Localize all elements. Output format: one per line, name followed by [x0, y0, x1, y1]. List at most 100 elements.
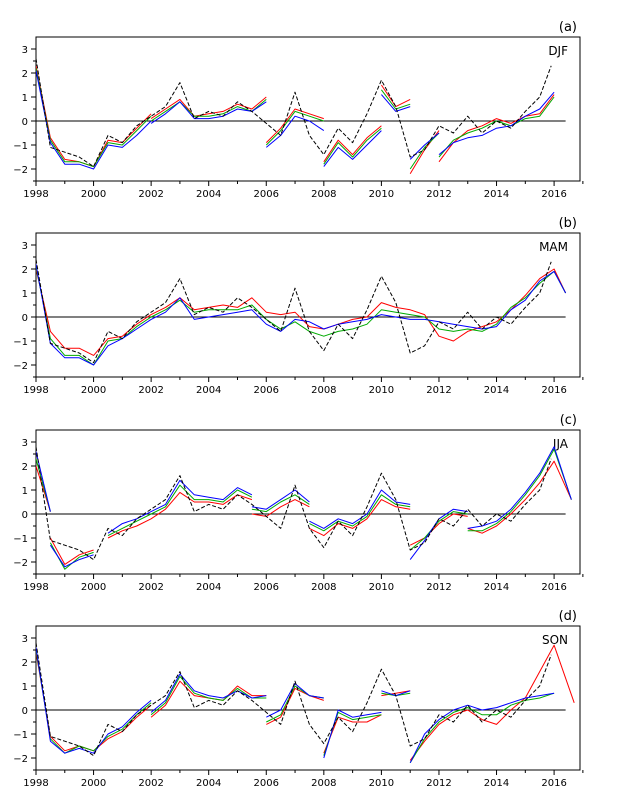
series-line-red	[438, 94, 555, 163]
y-tick-label: 0	[22, 510, 28, 521]
series-line-observed	[36, 446, 552, 561]
series-line-blue	[36, 647, 152, 754]
x-tick-label: 2016	[541, 385, 566, 396]
y-tick-label: −1	[13, 534, 28, 545]
series-line-green	[36, 649, 152, 754]
series-line-blue	[266, 683, 324, 718]
series-line-blue	[323, 130, 382, 167]
series-line-red	[323, 714, 382, 754]
x-tick-label: 2010	[369, 385, 394, 396]
x-tick-label: 2008	[311, 385, 336, 396]
y-tick-label: −1	[13, 141, 28, 152]
panel-label: (c)	[560, 413, 577, 428]
series-line-observed	[36, 642, 552, 757]
x-tick-label: 2002	[138, 582, 163, 593]
panel-label: (b)	[559, 216, 577, 231]
panel-djf: 3 2 1 0 −1 −2 1998 2000 2002 2004 2006 2008 2010 2012…	[13, 20, 584, 200]
series-line-red	[381, 690, 411, 697]
y-tick-label: −1	[13, 337, 28, 348]
x-tick-label: 2012	[426, 385, 451, 396]
panel-son: 3 2 1 0 −1 −2 1998 2000 2002 2004 2006 2008 2010 2012…	[13, 609, 584, 789]
x-tick-label: 2008	[311, 189, 336, 200]
series-group	[36, 446, 572, 570]
panel-label: (d)	[559, 609, 577, 624]
series-line-blue	[409, 508, 468, 560]
x-tick-label: 2014	[484, 582, 509, 593]
series-line-observed	[36, 259, 552, 364]
panel-mam: 3 2 1 0 −1 −2 1998 2000 2002 2004 2006 2008 2010 2012…	[13, 216, 584, 396]
series-group	[36, 259, 567, 366]
x-tick-label: 2002	[138, 385, 163, 396]
series-line-green	[150, 675, 267, 716]
series-line-blue	[323, 709, 382, 759]
y-tick-label: 0	[22, 117, 28, 128]
y-tick-label: −1	[13, 730, 28, 741]
x-tick-label: 2012	[426, 582, 451, 593]
x-tick-label: 2016	[541, 189, 566, 200]
x-tick-label: 2012	[426, 778, 451, 789]
x-tick-label: 2006	[254, 778, 279, 789]
series-line-green	[36, 266, 567, 366]
series-line-blue	[150, 673, 267, 713]
series-line-blue	[49, 544, 94, 568]
y-tick-label: 3	[22, 45, 28, 56]
series-line-red	[467, 460, 572, 534]
x-tick-label: 1998	[23, 582, 48, 593]
x-tick-label: 2004	[196, 385, 221, 396]
series-line-blue	[265, 115, 325, 148]
series-line-blue	[409, 692, 555, 764]
series-line-red	[409, 513, 468, 546]
x-tick-label: 2008	[311, 778, 336, 789]
series-line-red	[36, 65, 152, 168]
y-tick-label: 2	[22, 462, 28, 473]
series-line-green	[467, 448, 572, 532]
y-tick-label: −2	[13, 558, 28, 569]
series-line-red	[266, 687, 324, 725]
series-line-blue	[438, 91, 555, 155]
y-tick-label: 3	[22, 438, 28, 449]
x-tick-label: 2012	[426, 189, 451, 200]
series-line-green	[49, 542, 94, 570]
y-tick-label: 2	[22, 69, 28, 80]
series-line-blue	[309, 489, 411, 529]
plot-frame	[35, 429, 581, 575]
y-tick-label: 3	[22, 634, 28, 645]
series-line-green	[409, 511, 468, 551]
x-tick-label: 2000	[81, 582, 106, 593]
series-line-blue	[150, 101, 267, 124]
y-tick-label: 2	[22, 265, 28, 276]
series-line-green	[266, 685, 324, 723]
series-line-red	[150, 96, 267, 120]
x-tick-label: 2006	[254, 385, 279, 396]
y-tick-label: 1	[22, 289, 28, 300]
series-line-green	[265, 110, 324, 146]
x-tick-label: 2014	[484, 385, 509, 396]
panel-jja: 3 2 1 0 −1 −2 1998 2000 2002 2004 2006 2008 2010 2012…	[13, 413, 584, 593]
y-tick-label: 3	[22, 241, 28, 252]
series-line-red	[265, 108, 324, 143]
series-line-blue	[381, 94, 411, 112]
series-line-red	[36, 268, 567, 356]
x-tick-label: 2000	[81, 189, 106, 200]
x-tick-label: 2010	[369, 778, 394, 789]
season-label: JJA	[552, 437, 569, 451]
series-group	[36, 642, 575, 764]
series-line-green	[36, 68, 152, 168]
x-tick-label: 2010	[369, 582, 394, 593]
x-tick-label: 2002	[138, 189, 163, 200]
series-line-green	[150, 99, 267, 122]
series-line-green	[107, 484, 253, 537]
series-line-red	[107, 491, 253, 539]
x-tick-label: 2010	[369, 189, 394, 200]
series-line-green	[380, 89, 411, 110]
x-tick-label: 2000	[81, 778, 106, 789]
season-label: MAM	[539, 240, 568, 254]
x-tick-label: 2004	[196, 582, 221, 593]
series-line-green	[309, 494, 411, 532]
series-line-red	[409, 644, 575, 761]
x-tick-label: 2006	[254, 582, 279, 593]
series-line-red	[36, 652, 152, 752]
x-tick-label: 2004	[196, 778, 221, 789]
y-tick-label: 2	[22, 658, 28, 669]
